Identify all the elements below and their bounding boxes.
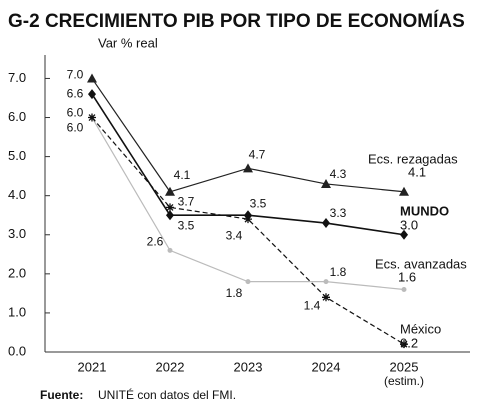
marker — [401, 286, 407, 292]
value-label: 3.4 — [226, 228, 243, 242]
marker — [323, 279, 329, 285]
marker — [322, 218, 330, 229]
value-label: 7.0 — [67, 68, 84, 82]
series-line — [91, 78, 405, 193]
marker — [88, 89, 96, 100]
x-tick-label: 2025 — [390, 359, 419, 374]
y-tick-label: 2.0 — [8, 265, 26, 280]
marker — [166, 210, 174, 221]
legend-label: México — [400, 321, 441, 336]
value-label: 3.0 — [400, 217, 418, 232]
marker — [88, 113, 96, 122]
marker — [322, 293, 330, 302]
x-tick-label: 2022 — [156, 359, 185, 374]
value-label: 6.0 — [67, 121, 84, 135]
source-text: UNITÉ con datos del FMI. — [98, 387, 236, 402]
value-label: 6.0 — [67, 106, 84, 120]
y-tick-label: 1.0 — [8, 304, 26, 319]
marker — [87, 73, 97, 83]
value-label: 3.3 — [330, 206, 347, 220]
value-label: 4.7 — [249, 148, 266, 162]
value-label: 0.2 — [400, 335, 418, 350]
y-tick-label: 6.0 — [8, 109, 26, 124]
series-line — [91, 117, 405, 291]
value-label: 4.1 — [174, 168, 191, 182]
value-label: 1.6 — [398, 269, 416, 284]
marker — [400, 229, 408, 240]
value-label: 2.6 — [147, 235, 164, 249]
x-tick-label: 2024 — [312, 359, 341, 374]
marker — [245, 279, 251, 285]
marker — [167, 247, 173, 253]
value-label: 4.1 — [408, 164, 426, 179]
series-line — [91, 117, 405, 345]
value-label: 3.5 — [178, 218, 195, 232]
value-label: 3.5 — [250, 196, 267, 210]
x-tick-label: 2023 — [234, 359, 263, 374]
y-tick-label: 0.0 — [8, 343, 26, 358]
y-tick-label: 3.0 — [8, 226, 26, 241]
value-label: 4.3 — [330, 167, 347, 181]
source-label: Fuente: — [40, 388, 83, 402]
marker — [166, 203, 174, 212]
y-tick-label: 4.0 — [8, 187, 26, 202]
marker — [321, 178, 331, 188]
legend-label: Ecs. rezagadas — [368, 151, 458, 166]
value-label: 1.4 — [304, 298, 321, 312]
chart-title: G-2 CRECIMIENTO PIB POR TIPO DE ECONOMÍA… — [8, 10, 465, 32]
value-label: 1.8 — [330, 265, 347, 279]
chart-subtitle: Var % real — [98, 35, 158, 50]
y-tick-label: 7.0 — [8, 70, 26, 85]
marker — [165, 186, 175, 196]
y-tick-label: 5.0 — [8, 148, 26, 163]
marker — [399, 186, 409, 196]
marker — [400, 340, 408, 349]
marker — [244, 215, 252, 224]
x-tick-label: 2021 — [78, 359, 107, 374]
value-label: 1.8 — [226, 286, 243, 300]
value-label: 6.6 — [67, 86, 84, 100]
legend-label: Ecs. avanzadas — [375, 256, 467, 271]
marker — [243, 163, 253, 173]
x-tick-note: (estim.) — [384, 374, 424, 388]
legend-label: MUNDO — [400, 203, 449, 218]
value-label: 3.7 — [178, 195, 195, 209]
